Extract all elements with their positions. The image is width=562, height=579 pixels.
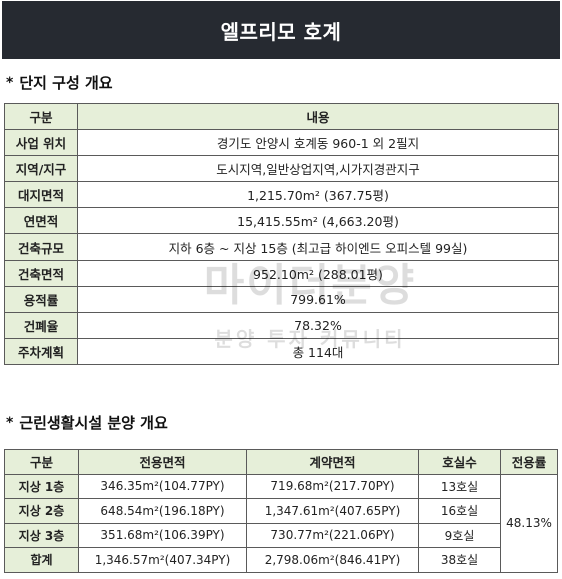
- table-row-total: 합계 1,346.57m²(407.34PY) 2,798.06m²(846.4…: [4, 547, 558, 573]
- header-exclusive-ratio: 전용률: [500, 449, 558, 475]
- row-label: 대지면적: [4, 181, 78, 209]
- row-floor: 지상 1층: [4, 473, 79, 499]
- table-row: 지상 3층 351.68m²(106.39PY) 730.77m²(221.06…: [4, 522, 558, 548]
- section-heading-complex-overview: * 단지 구성 개요: [6, 72, 113, 93]
- table-row: 건축면적 952.10m² (288.01평): [4, 259, 559, 287]
- table-header-row: 구분 전용면적 계약면적 호실수 전용률: [4, 449, 558, 475]
- table-row: 연면적 15,415.55m² (4,663.20평): [4, 207, 559, 235]
- row-unit-count: 9호실: [418, 522, 501, 548]
- complex-overview-table: 구분 내용 사업 위치 경기도 안양시 호계동 960-1 외 2필지 지역/지…: [4, 102, 559, 365]
- header-content: 내용: [77, 102, 559, 131]
- bullet-icon: *: [6, 74, 14, 91]
- exclusive-ratio-value: 48.13%: [500, 473, 558, 573]
- table-row: 용적률 799.61%: [4, 285, 559, 313]
- row-exclusive-area: 648.54m²(196.18PY): [78, 498, 247, 524]
- row-value: 15,415.55m² (4,663.20평): [77, 207, 559, 235]
- header-exclusive-area: 전용면적: [78, 449, 247, 475]
- row-value: 총 114대: [77, 337, 559, 365]
- table-row: 지상 1층 346.35m²(104.77PY) 719.68m²(217.70…: [4, 473, 558, 573]
- row-value: 799.61%: [77, 285, 559, 313]
- row-contract-area: 2,798.06m²(846.41PY): [246, 547, 419, 573]
- row-unit-count: 38호실: [418, 547, 501, 573]
- row-label: 연면적: [4, 207, 78, 235]
- header-category: 구분: [4, 449, 79, 475]
- row-floor: 지상 2층: [4, 498, 79, 524]
- row-value: 1,215.70m² (367.75평): [77, 181, 559, 209]
- section-heading-label: 단지 구성 개요: [19, 74, 113, 92]
- row-exclusive-area: 1,346.57m²(407.34PY): [78, 547, 247, 573]
- table-row: 건폐율 78.32%: [4, 311, 559, 339]
- row-exclusive-area: 346.35m²(104.77PY): [78, 473, 247, 499]
- row-value: 952.10m² (288.01평): [77, 259, 559, 287]
- row-label: 건폐율: [4, 311, 78, 339]
- row-label: 주차계획: [4, 337, 78, 365]
- section-heading-retail-sales: * 근린생활시설 분양 개요: [6, 412, 168, 433]
- row-label: 건축면적: [4, 259, 78, 287]
- row-label: 용적률: [4, 285, 78, 313]
- row-contract-area: 1,347.61m²(407.65PY): [246, 498, 419, 524]
- header-category: 구분: [4, 102, 78, 131]
- row-floor: 지상 3층: [4, 522, 79, 548]
- row-contract-area: 730.77m²(221.06PY): [246, 522, 419, 548]
- row-value: 78.32%: [77, 311, 559, 339]
- table-row: 주차계획 총 114대: [4, 337, 559, 365]
- header-unit-count: 호실수: [418, 449, 501, 475]
- header-contract-area: 계약면적: [246, 449, 419, 475]
- row-label: 사업 위치: [4, 129, 78, 157]
- table-row: 사업 위치 경기도 안양시 호계동 960-1 외 2필지: [4, 129, 559, 157]
- table-row: 대지면적 1,215.70m² (367.75평): [4, 181, 559, 209]
- page-title: 엘프리모 호계: [2, 1, 560, 59]
- row-exclusive-area: 351.68m²(106.39PY): [78, 522, 247, 548]
- row-contract-area: 719.68m²(217.70PY): [246, 473, 419, 499]
- row-value: 도시지역,일반상업지역,시가지경관지구: [77, 155, 559, 183]
- table-row: 건축규모 지하 6층 ~ 지상 15층 (최고급 하이엔드 오피스텔 99실): [4, 233, 559, 261]
- row-label: 건축규모: [4, 233, 78, 261]
- table-header-row: 구분 내용: [4, 102, 559, 131]
- table-row: 지상 2층 648.54m²(196.18PY) 1,347.61m²(407.…: [4, 498, 558, 524]
- row-unit-count: 16호실: [418, 498, 501, 524]
- retail-sales-table: 구분 전용면적 계약면적 호실수 전용률 지상 1층 346.35m²(104.…: [4, 449, 558, 573]
- table-row: 지역/지구 도시지역,일반상업지역,시가지경관지구: [4, 155, 559, 183]
- section-heading-label: 근린생활시설 분양 개요: [19, 414, 168, 432]
- row-unit-count: 13호실: [418, 473, 501, 499]
- bullet-icon: *: [6, 414, 14, 431]
- row-value: 지하 6층 ~ 지상 15층 (최고급 하이엔드 오피스텔 99실): [77, 233, 559, 261]
- row-label: 지역/지구: [4, 155, 78, 183]
- row-value: 경기도 안양시 호계동 960-1 외 2필지: [77, 129, 559, 157]
- row-floor: 합계: [4, 547, 79, 573]
